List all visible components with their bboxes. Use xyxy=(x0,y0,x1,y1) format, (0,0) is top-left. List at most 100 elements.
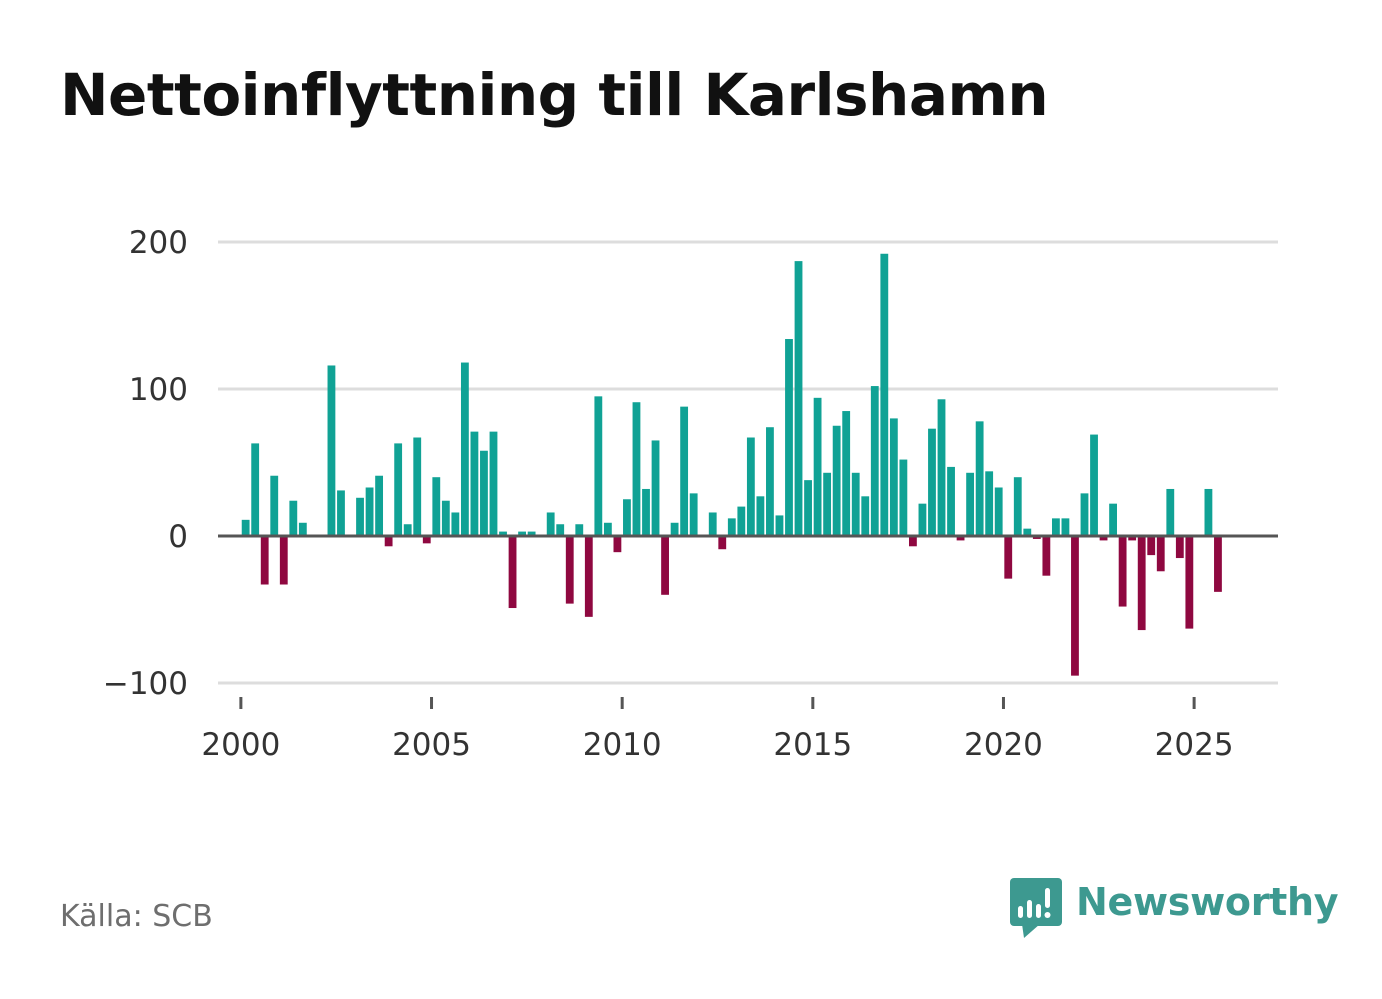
bar xyxy=(823,472,832,536)
bar xyxy=(1137,536,1146,631)
brand-name: Newsworthy xyxy=(1076,880,1339,924)
bar xyxy=(956,536,965,541)
bar xyxy=(518,531,526,536)
y-tick-label: −100 xyxy=(103,666,188,702)
bar xyxy=(375,475,384,536)
x-tick-label: 2010 xyxy=(583,727,662,763)
bar xyxy=(613,536,622,553)
bar xyxy=(460,362,469,536)
x-axis: 2000 2005 2010 2015 2020 2025 xyxy=(201,697,1234,763)
bar xyxy=(670,522,679,536)
bar xyxy=(975,421,984,536)
bar xyxy=(241,519,250,536)
bar xyxy=(603,522,612,536)
bar xyxy=(918,503,927,536)
bar xyxy=(756,496,765,536)
bar xyxy=(594,396,603,536)
bar xyxy=(441,500,450,536)
bar xyxy=(889,418,898,536)
bar xyxy=(470,431,479,536)
bar xyxy=(489,431,498,536)
x-tick-label: 2000 xyxy=(201,727,280,763)
x-tick-label: 2020 xyxy=(964,727,1043,763)
bar xyxy=(985,471,994,536)
bar xyxy=(384,536,393,547)
bar xyxy=(413,437,422,536)
x-tick-label: 2015 xyxy=(773,727,852,763)
x-tick-label: 2025 xyxy=(1155,727,1234,763)
bar xyxy=(947,466,955,536)
y-tick-label: 100 xyxy=(129,372,188,408)
bar xyxy=(575,524,584,536)
bar xyxy=(403,524,412,536)
bar xyxy=(327,365,336,536)
bar xyxy=(928,428,936,536)
bar xyxy=(1080,493,1089,536)
bar xyxy=(708,512,717,536)
bar xyxy=(1185,536,1194,629)
bar xyxy=(279,536,288,585)
x-tick-label: 2005 xyxy=(392,727,471,763)
bar xyxy=(260,536,269,585)
bar xyxy=(1051,518,1060,536)
bar xyxy=(689,493,698,536)
bar xyxy=(651,440,660,536)
bar xyxy=(861,496,870,536)
bar xyxy=(661,536,669,595)
bar xyxy=(804,480,812,536)
bar xyxy=(451,512,460,536)
bar xyxy=(1204,488,1213,536)
bars xyxy=(241,253,1222,676)
bar xyxy=(527,531,536,536)
bar xyxy=(766,427,774,536)
bar xyxy=(1071,536,1079,676)
bar xyxy=(356,497,364,536)
bar xyxy=(870,386,879,536)
bar xyxy=(1175,536,1184,559)
bar xyxy=(394,443,403,536)
bar xyxy=(432,477,441,536)
bar xyxy=(1013,477,1022,536)
bar xyxy=(565,536,574,604)
bar xyxy=(1128,536,1137,541)
bar xyxy=(842,411,851,536)
bar xyxy=(794,261,803,536)
source-label: Källa: SCB xyxy=(60,899,213,934)
bar xyxy=(508,536,517,609)
bar xyxy=(1023,528,1032,536)
bar xyxy=(1166,488,1175,536)
bar xyxy=(365,487,374,536)
bar xyxy=(298,522,307,536)
bar xyxy=(499,531,507,536)
bar xyxy=(1004,536,1013,579)
bar xyxy=(832,425,841,536)
brand-logo[interactable]: Newsworthy xyxy=(1010,878,1339,942)
bar xyxy=(1099,536,1108,541)
bar xyxy=(584,536,593,617)
bar xyxy=(880,253,889,536)
bar xyxy=(337,490,345,536)
bar xyxy=(289,500,298,536)
bar xyxy=(623,499,631,536)
bar xyxy=(851,472,860,536)
bar xyxy=(1156,536,1165,572)
y-tick-label: 0 xyxy=(168,519,188,555)
bar xyxy=(422,536,431,544)
bar xyxy=(251,443,260,536)
bar xyxy=(1042,536,1051,576)
bar xyxy=(270,475,279,536)
bar xyxy=(480,450,488,536)
bar xyxy=(546,512,555,536)
gridlines xyxy=(218,240,1278,685)
bar xyxy=(642,488,650,536)
bar xyxy=(1090,434,1098,536)
bar xyxy=(966,472,975,536)
chart-title: Nettoinflyttning till Karlshamn xyxy=(60,61,1049,129)
y-tick-label: 200 xyxy=(129,225,188,261)
bar xyxy=(556,524,565,536)
bar xyxy=(727,518,736,536)
bar xyxy=(994,487,1003,536)
bar xyxy=(775,515,784,536)
bar xyxy=(813,397,822,536)
